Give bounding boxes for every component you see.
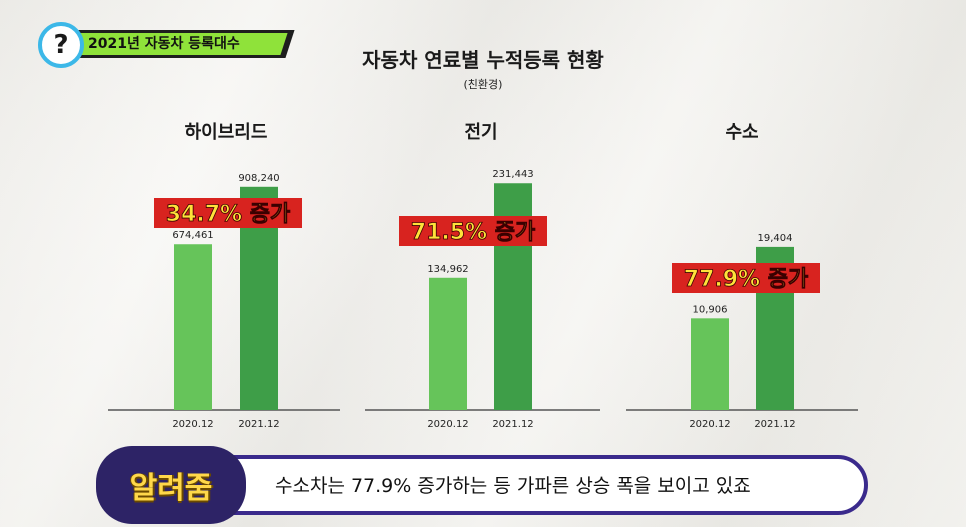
badge-label: 2021년 자동차 등록대수 xyxy=(88,36,240,52)
increase-label: 77.9% 증가 xyxy=(684,267,808,292)
tick-label: 2021.12 xyxy=(238,419,279,430)
panel-title: 전기 xyxy=(464,122,497,143)
increase-label: 34.7% 증가 xyxy=(166,202,290,227)
data-label: 19,404 xyxy=(758,233,793,244)
chart-subtitle: (친환경) xyxy=(463,78,503,91)
increase-label: 71.5% 증가 xyxy=(411,220,535,245)
speaker-badge: 알려줌 xyxy=(96,446,246,524)
tick-label: 2020.12 xyxy=(172,419,213,430)
panel-title: 하이브리드 xyxy=(185,122,268,143)
caption-text: 수소차는 77.9% 증가하는 등 가파른 상승 폭을 보이고 있죠 xyxy=(275,475,751,497)
bar-2020.12 xyxy=(691,318,729,410)
increase-badge xyxy=(399,216,547,246)
bar-2020.12 xyxy=(429,277,467,410)
question-icon: ? xyxy=(38,22,84,68)
tick-label: 2020.12 xyxy=(689,419,730,430)
question-mark: ? xyxy=(53,30,69,60)
data-label: 674,461 xyxy=(172,230,213,241)
increase-badge xyxy=(672,263,820,293)
tick-label: 2020.12 xyxy=(427,419,468,430)
panel-title: 수소 xyxy=(725,122,758,143)
data-label: 231,443 xyxy=(492,169,533,180)
bar-2020.12 xyxy=(174,244,212,410)
tick-label: 2021.12 xyxy=(492,419,533,430)
data-label: 908,240 xyxy=(238,173,279,184)
data-label: 134,962 xyxy=(427,264,468,275)
chart-title: 자동차 연료별 누적등록 현황 xyxy=(362,48,604,72)
speaker-name: 알려줌 xyxy=(129,471,213,506)
increase-badge xyxy=(154,198,302,228)
tick-label: 2021.12 xyxy=(754,419,795,430)
data-label: 10,906 xyxy=(693,304,728,315)
